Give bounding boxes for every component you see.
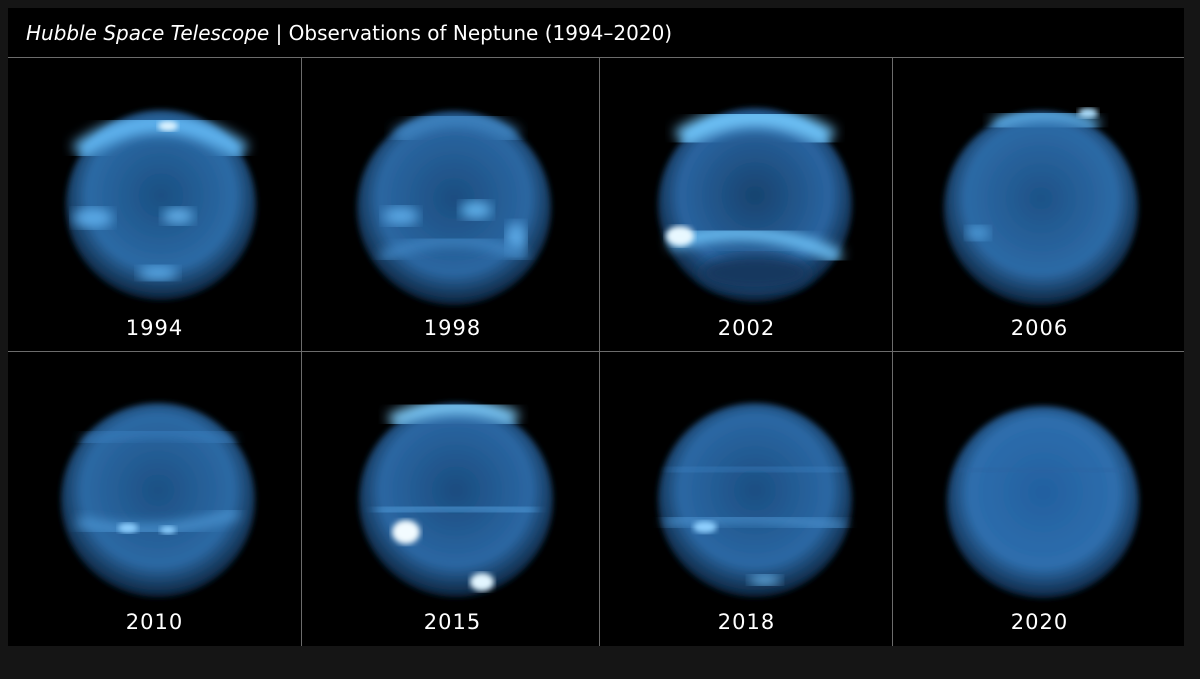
panel-2002: 2002: [600, 58, 893, 351]
year-label: 2002: [717, 316, 776, 340]
divider-vertical: [599, 58, 600, 646]
year-label: 2018: [717, 610, 776, 634]
neptune-image-2010: [61, 403, 255, 597]
divider-vertical: [892, 58, 893, 646]
panel-grid: 1994 1998: [8, 58, 1184, 646]
neptune-image-2002: [658, 105, 852, 302]
panel-2018: 2018: [600, 352, 893, 645]
title-sub: Observations of Neptune (1994–2020): [288, 21, 673, 45]
year-label: 1998: [423, 316, 482, 340]
image-frame: Hubble Space Telescope | Observations of…: [8, 8, 1184, 646]
neptune-image-2015: [359, 398, 553, 597]
neptune-image-2006: [944, 108, 1138, 305]
neptune-image-1998: [357, 111, 551, 305]
panel-2020: 2020: [893, 352, 1186, 645]
year-label: 2010: [125, 610, 184, 634]
year-label: 2020: [1010, 610, 1069, 634]
divider-vertical: [301, 58, 302, 646]
neptune-image-2020: [947, 406, 1139, 598]
year-label: 1994: [125, 316, 184, 340]
neptune-image-2018: [658, 403, 852, 597]
divider-horizontal: [8, 351, 1184, 352]
year-label: 2015: [423, 610, 482, 634]
panel-2006: 2006: [893, 58, 1186, 351]
title-main: Hubble Space Telescope: [26, 21, 270, 45]
panel-2010: 2010: [8, 352, 301, 645]
panel-1998: 1998: [306, 58, 599, 351]
panel-1994: 1994: [8, 58, 301, 351]
panel-2015: 2015: [306, 352, 599, 645]
title-separator: |: [275, 21, 283, 45]
neptune-image-1994: [66, 110, 256, 300]
title-bar: Hubble Space Telescope | Observations of…: [8, 8, 1184, 58]
year-label: 2006: [1010, 316, 1069, 340]
